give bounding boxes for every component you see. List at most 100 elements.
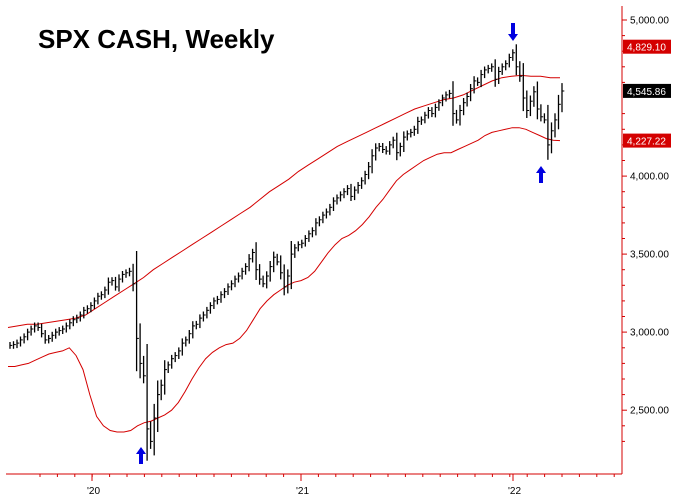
price-label: 4,227.22 (623, 133, 671, 148)
price-bar (283, 264, 287, 296)
price-bar (360, 177, 364, 189)
price-label-text: 4,829.10 (627, 43, 666, 54)
price-bar (26, 328, 30, 341)
price-bar (192, 321, 196, 339)
price-bar (322, 211, 326, 224)
price-bar (276, 253, 280, 266)
price-bar (266, 271, 269, 289)
price-bar (329, 203, 333, 216)
price-bar (557, 94, 561, 130)
price-bar (483, 66, 487, 79)
price-bar (413, 125, 417, 136)
price-bar (262, 275, 266, 288)
price-bar (311, 227, 315, 238)
price-label-box (623, 39, 671, 54)
price-bar (346, 185, 350, 196)
price-bar (561, 83, 565, 113)
price-bar (315, 218, 319, 236)
price-bar (529, 95, 533, 117)
price-bar (287, 269, 291, 294)
arrow-low-2022-icon (536, 166, 546, 183)
chart-title: SPX CASH, Weekly (38, 24, 275, 54)
price-bar (251, 248, 255, 263)
price-bar (462, 98, 466, 116)
price-bar (498, 66, 501, 84)
price-bar (540, 104, 544, 122)
x-axis-ticks: '20 '21 '22 (39, 474, 615, 497)
price-bar (420, 116, 424, 125)
price-label-box (623, 83, 671, 98)
price-bar (9, 342, 13, 349)
price-bar (55, 328, 58, 339)
price-bar (48, 335, 51, 344)
price-bar (118, 274, 122, 292)
price-bar (494, 59, 498, 87)
price-bar (318, 216, 322, 227)
price-bar (51, 331, 55, 342)
price-bar (65, 322, 69, 333)
price-bar (135, 251, 139, 372)
price-bar (23, 333, 27, 344)
price-bar (301, 239, 305, 249)
price-bar (536, 81, 540, 120)
price-bar (294, 244, 298, 258)
price-bar (97, 292, 101, 305)
y-tick-label: 2,500.00 (630, 406, 669, 417)
signal-arrows (136, 23, 546, 464)
price-bar (209, 302, 213, 314)
price-bar (44, 330, 48, 344)
x-tick-label: '21 (296, 486, 309, 497)
price-bar (273, 251, 276, 273)
price-bar (434, 103, 438, 118)
price-bar (248, 254, 252, 272)
price-bar (164, 360, 167, 395)
price-bar (216, 295, 220, 305)
price-bar (455, 109, 459, 124)
price-bar (258, 264, 262, 285)
price-bar (223, 288, 227, 299)
price-bar (280, 255, 283, 280)
price-bar (396, 132, 400, 161)
price-bar (353, 186, 357, 201)
price-bar (213, 297, 217, 309)
price-bar (33, 322, 37, 333)
price-bar (403, 131, 407, 152)
price-bar (452, 81, 456, 126)
price-bar (269, 261, 273, 282)
price-bar (202, 311, 206, 322)
price-bar (526, 90, 530, 118)
price-bar (424, 111, 428, 124)
price-bar (336, 194, 340, 205)
price-bar (58, 327, 62, 336)
price-bar (139, 323, 143, 379)
price-bar (114, 276, 118, 291)
price-bar (237, 272, 241, 283)
price-bar (241, 267, 245, 280)
price-bar (378, 143, 382, 152)
price-bar (469, 84, 473, 102)
price-bar (505, 60, 508, 71)
price-bar (76, 314, 80, 324)
arrow-low-2020-icon (136, 447, 146, 464)
price-bar (132, 263, 136, 292)
price-bar (167, 361, 171, 373)
price-bar (146, 344, 150, 461)
price-bar (445, 91, 449, 102)
price-label-box (623, 133, 671, 148)
price-bar (107, 277, 111, 295)
price-bar (417, 116, 421, 134)
price-bar (480, 69, 484, 88)
price-bar (406, 130, 410, 141)
price-bar (178, 347, 182, 359)
y-tick-label: 5,000.00 (630, 16, 669, 27)
price-label-text: 4,545.86 (627, 87, 666, 98)
price-bar (385, 146, 389, 155)
price-bar (466, 92, 470, 107)
price-bar (487, 64, 491, 74)
price-bar (227, 283, 231, 295)
price-bar (185, 336, 189, 347)
price-bar (476, 77, 480, 86)
arrow-top-2022-icon (508, 23, 518, 41)
x-tick-label: '22 (508, 486, 521, 497)
